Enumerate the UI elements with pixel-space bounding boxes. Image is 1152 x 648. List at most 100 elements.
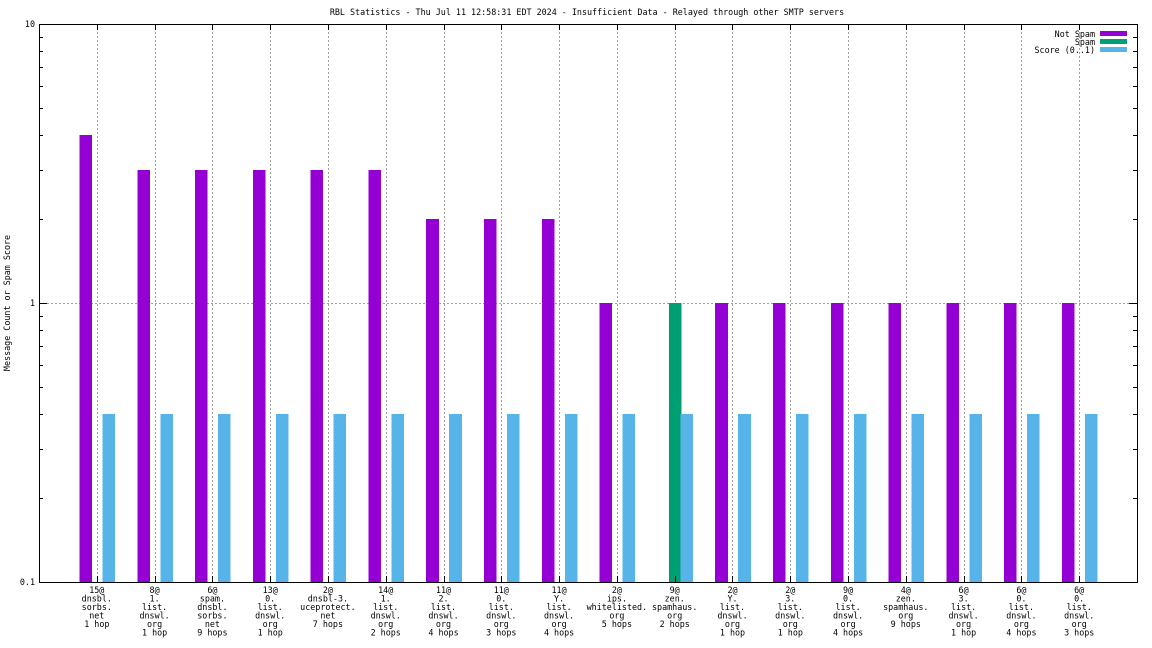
legend-swatch: [1100, 39, 1127, 44]
x-tick-label-line: 2 hops: [371, 628, 401, 638]
x-tick-label-line: org: [956, 619, 971, 629]
x-tick-label: 2@ 3. list. dnswl. org 1 hop: [775, 585, 805, 638]
x-tick-label-line: 3 hops: [1064, 628, 1094, 638]
x-tick-label: 2@ ips. whitelisted. org 5 hops: [587, 585, 648, 629]
x-tick-label-line: 1 hop: [258, 628, 283, 638]
bar-score-0-1: [796, 414, 809, 582]
x-tick-label-line: org: [1014, 619, 1029, 629]
x-tick-label-line: 9 hops: [891, 619, 921, 629]
x-tick-label-line: org: [494, 619, 509, 629]
bar-score-0-1: [160, 414, 173, 582]
x-tick-label-line: 6@: [207, 585, 217, 595]
x-tick-label-line: 0.: [496, 594, 506, 604]
bar-score-0-1: [969, 414, 982, 582]
x-tick-label: 11@ Y. list. dnswl. org 4 hops: [544, 585, 574, 638]
x-tick-label-line: dnswl.: [371, 611, 401, 621]
bar-score-0-1: [738, 414, 751, 582]
bar-not-spam: [79, 135, 93, 582]
x-tick-label-line: dnswl.: [833, 611, 863, 621]
x-tick-label-line: org: [725, 619, 740, 629]
x-tick-label-line: net: [205, 619, 220, 629]
x-tick-label-line: list.: [720, 602, 745, 612]
x-tick-label-line: 2 hops: [660, 619, 690, 629]
x-tick-label: 11@ 2. list. dnswl. org 4 hops: [428, 585, 458, 638]
x-tick-label-line: 8@: [150, 585, 160, 595]
bar-not-spam: [773, 303, 786, 582]
bar-not-spam: [599, 303, 613, 582]
x-tick-label-line: list.: [258, 602, 283, 612]
y-tick-label: 0.1: [20, 577, 35, 587]
x-tick-label-line: spamhaus.: [883, 602, 928, 612]
x-tick-label: 13@ 0. list. dnswl. org 1 hop: [255, 585, 285, 638]
x-tick-label: 6@ spam. dnsbl. sorbs. net 9 hops: [197, 585, 227, 638]
x-tick-label-line: dnsbl-3.: [308, 594, 348, 604]
legend-item-score-0-1: Score (0..1): [1034, 45, 1127, 55]
bar-score-0-1: [680, 414, 693, 582]
x-tick-label-line: dnsbl.: [82, 594, 112, 604]
x-tick-label-line: ips.: [607, 594, 627, 604]
x-tick-label-line: 2@: [323, 585, 333, 595]
x-tick-label-line: list.: [778, 602, 803, 612]
x-tick-label-line: 9@: [843, 585, 853, 595]
x-tick-label-line: 15@: [89, 585, 104, 595]
bar-not-spam: [946, 303, 959, 582]
x-tick-label-line: 3.: [959, 594, 969, 604]
x-tick-label-line: 14@: [378, 585, 393, 595]
axis-ticks: [39, 24, 1137, 583]
x-tick-label-line: list.: [431, 602, 456, 612]
bar-not-spam: [484, 219, 497, 582]
x-tick-label-line: net: [320, 611, 335, 621]
x-tick-label-line: uceprotect.: [300, 602, 355, 612]
bar-score-0-1: [911, 414, 925, 582]
x-tick-label-line: dnswl.: [1064, 611, 1094, 621]
x-tick-label-line: spamhaus.: [652, 602, 697, 612]
x-tick-label-line: 4@: [901, 585, 911, 595]
x-tick-label: 2@ dnsbl-3. uceprotect. net 7 hops: [300, 585, 355, 629]
legend-swatch: [1100, 31, 1127, 36]
x-tick-label-line: org: [436, 619, 451, 629]
x-tick-label-line: zen.: [896, 594, 916, 604]
bar-not-spam: [830, 303, 844, 582]
x-tick-label-line: org: [783, 619, 798, 629]
x-tick-label-line: 3.: [785, 594, 795, 604]
x-tick-label-line: dnswl.: [139, 611, 169, 621]
x-tick-label-line: 1 hop: [951, 628, 976, 638]
x-tick-label-line: dnswl.: [486, 611, 516, 621]
x-tick-label: 6@ 0. list. dnswl. org 4 hops: [1006, 585, 1036, 638]
bar-score-0-1: [853, 414, 867, 582]
x-tick-label-line: 0.: [1016, 594, 1026, 604]
bar-score-0-1: [218, 414, 231, 582]
x-tick-label-line: 1 hop: [84, 619, 109, 629]
bar-not-spam: [888, 303, 902, 582]
x-tick-label-line: 6@: [959, 585, 969, 595]
x-tick-label-line: 11@: [494, 585, 509, 595]
x-tick-label-line: dnswl.: [544, 611, 574, 621]
x-tick-label-line: org: [147, 619, 162, 629]
x-tick-label-line: 0.: [265, 594, 275, 604]
bar-not-spam: [195, 169, 208, 582]
bar-not-spam: [541, 219, 555, 582]
x-tick-label-line: 0.: [843, 594, 853, 604]
x-tick-label: 6@ 0. list. dnswl. org 3 hops: [1064, 585, 1094, 638]
x-tick-label-line: dnswl.: [428, 611, 458, 621]
bar-not-spam: [310, 169, 324, 582]
bar-score-0-1: [102, 414, 116, 582]
x-tick-label-line: Y.: [727, 594, 737, 604]
x-tick-label-line: whitelisted.: [587, 602, 648, 612]
x-tick-label-line: org: [609, 611, 624, 621]
x-tick-label-line: 2.: [438, 594, 448, 604]
x-tick-label-line: list.: [835, 602, 860, 612]
x-tick-label-line: 5 hops: [602, 619, 632, 629]
legend-label: Not Spam: [1055, 29, 1095, 39]
x-tick-label: 9@ 0. list. dnswl. org 4 hops: [833, 585, 863, 638]
x-tick-label-line: 13@: [263, 585, 278, 595]
x-tick-label-line: dnsbl.: [197, 602, 227, 612]
x-tick-label-line: dnswl.: [948, 611, 978, 621]
bar-not-spam: [1061, 303, 1075, 582]
bar-not-spam: [426, 219, 439, 582]
x-tick-label-line: 7 hops: [313, 619, 343, 629]
bar-not-spam: [715, 303, 728, 582]
